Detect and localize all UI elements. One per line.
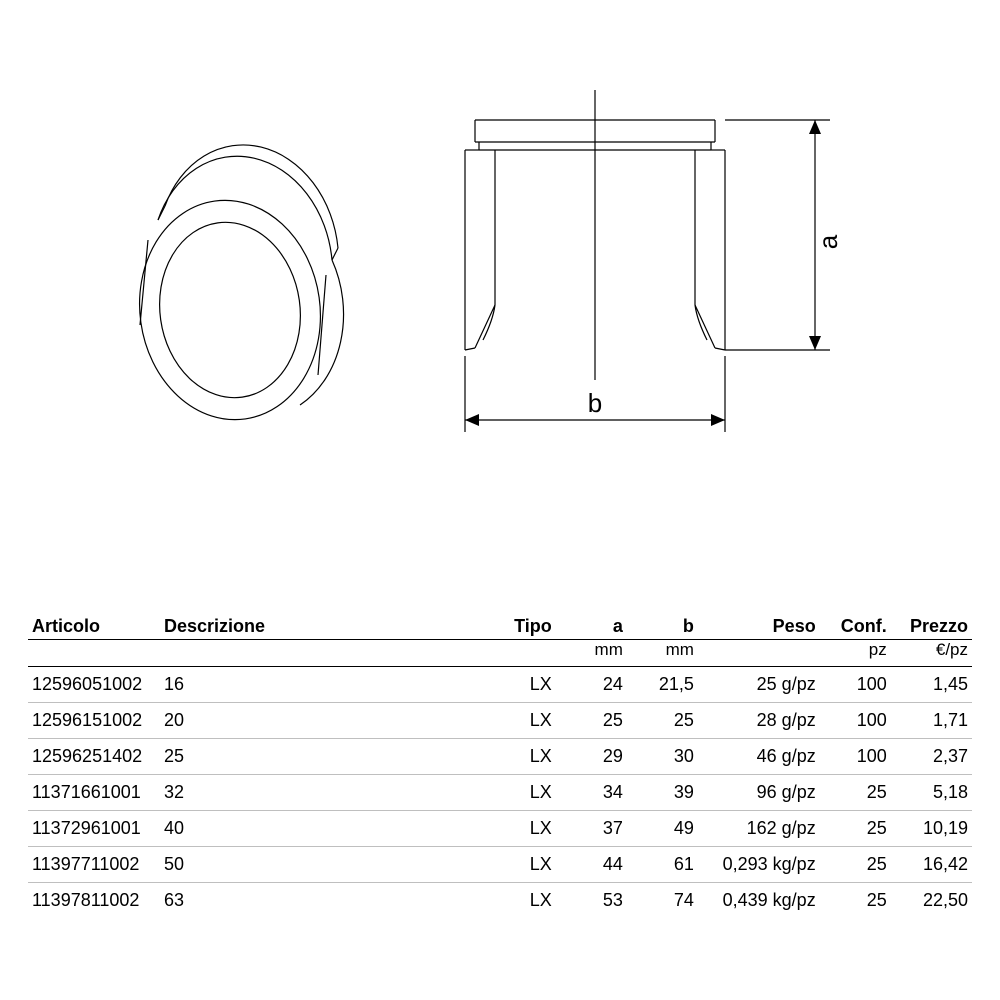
table-cell: 0,439 kg/pz <box>698 883 820 919</box>
table-cell: LX <box>485 775 556 811</box>
table-cell: 5,18 <box>891 775 972 811</box>
table-cell: LX <box>485 739 556 775</box>
table-cell: 100 <box>820 739 891 775</box>
table-header-cell: Descrizione <box>160 610 485 640</box>
table-cell: LX <box>485 847 556 883</box>
table-cell: 2,37 <box>891 739 972 775</box>
table-cell: 0,293 kg/pz <box>698 847 820 883</box>
table-cell: 29 <box>556 739 627 775</box>
table-cell: 25 <box>627 703 698 739</box>
table-subheader-cell: mm <box>627 640 698 667</box>
table-cell: 21,5 <box>627 667 698 703</box>
technical-diagram: a b <box>60 80 940 500</box>
table-cell: 32 <box>160 775 485 811</box>
table-cell: 1,45 <box>891 667 972 703</box>
table-header-cell: Prezzo <box>891 610 972 640</box>
table-cell: 24 <box>556 667 627 703</box>
table-subheader-cell: mm <box>556 640 627 667</box>
table-header-cell: b <box>627 610 698 640</box>
table-header-cell: Peso <box>698 610 820 640</box>
table-cell: LX <box>485 883 556 919</box>
table-header-row: ArticoloDescrizioneTipoabPesoConf.Prezzo <box>28 610 972 640</box>
table-row: 1259615100220LX252528 g/pz1001,71 <box>28 703 972 739</box>
table-cell: LX <box>485 703 556 739</box>
table-cell: 25 g/pz <box>698 667 820 703</box>
table-cell: 12596151002 <box>28 703 160 739</box>
table-cell: 25 <box>820 883 891 919</box>
table-cell: 16,42 <box>891 847 972 883</box>
spec-table-container: ArticoloDescrizioneTipoabPesoConf.Prezzo… <box>28 610 972 918</box>
table-row: 1139771100250LX44610,293 kg/pz2516,42 <box>28 847 972 883</box>
table-cell: 25 <box>820 775 891 811</box>
table-cell: 63 <box>160 883 485 919</box>
table-cell: 37 <box>556 811 627 847</box>
table-subheader-cell: pz <box>820 640 891 667</box>
table-cell: 11397811002 <box>28 883 160 919</box>
table-row: 1137166100132LX343996 g/pz255,18 <box>28 775 972 811</box>
table-cell: 10,19 <box>891 811 972 847</box>
table-cell: 74 <box>627 883 698 919</box>
table-header-cell: Articolo <box>28 610 160 640</box>
table-cell: 61 <box>627 847 698 883</box>
table-cell: 25 <box>160 739 485 775</box>
table-cell: 100 <box>820 703 891 739</box>
table-cell: 25 <box>556 703 627 739</box>
table-subheader-cell <box>698 640 820 667</box>
table-subheader-row: mmmm pz€/pz <box>28 640 972 667</box>
table-row: 1139781100263LX53740,439 kg/pz2522,50 <box>28 883 972 919</box>
table-cell: 11397711002 <box>28 847 160 883</box>
dimension-label-a: a <box>813 234 843 249</box>
table-cell: 30 <box>627 739 698 775</box>
table-cell: 39 <box>627 775 698 811</box>
table-cell: 1,71 <box>891 703 972 739</box>
table-cell: 162 g/pz <box>698 811 820 847</box>
table-cell: 53 <box>556 883 627 919</box>
table-cell: 11372961001 <box>28 811 160 847</box>
table-cell: 96 g/pz <box>698 775 820 811</box>
table-row: 1259605100216LX2421,525 g/pz1001,45 <box>28 667 972 703</box>
table-cell: 50 <box>160 847 485 883</box>
table-subheader-cell <box>160 640 485 667</box>
table-cell: 100 <box>820 667 891 703</box>
table-cell: LX <box>485 811 556 847</box>
table-header-cell: a <box>556 610 627 640</box>
table-cell: 49 <box>627 811 698 847</box>
table-cell: 22,50 <box>891 883 972 919</box>
table-cell: 46 g/pz <box>698 739 820 775</box>
table-row: 1137296100140LX3749162 g/pz2510,19 <box>28 811 972 847</box>
dimension-label-b: b <box>588 388 602 418</box>
table-cell: 12596051002 <box>28 667 160 703</box>
spec-table: ArticoloDescrizioneTipoabPesoConf.Prezzo… <box>28 610 972 918</box>
table-cell: 12596251402 <box>28 739 160 775</box>
table-subheader-cell <box>485 640 556 667</box>
table-cell: 20 <box>160 703 485 739</box>
table-cell: 34 <box>556 775 627 811</box>
table-cell: 11371661001 <box>28 775 160 811</box>
table-cell: 44 <box>556 847 627 883</box>
table-header-cell: Conf. <box>820 610 891 640</box>
table-header-cell: Tipo <box>485 610 556 640</box>
table-cell: 25 <box>820 847 891 883</box>
table-cell: LX <box>485 667 556 703</box>
table-cell: 40 <box>160 811 485 847</box>
table-cell: 28 g/pz <box>698 703 820 739</box>
table-subheader-cell: €/pz <box>891 640 972 667</box>
table-row: 1259625140225LX293046 g/pz1002,37 <box>28 739 972 775</box>
table-cell: 16 <box>160 667 485 703</box>
table-subheader-cell <box>28 640 160 667</box>
table-cell: 25 <box>820 811 891 847</box>
